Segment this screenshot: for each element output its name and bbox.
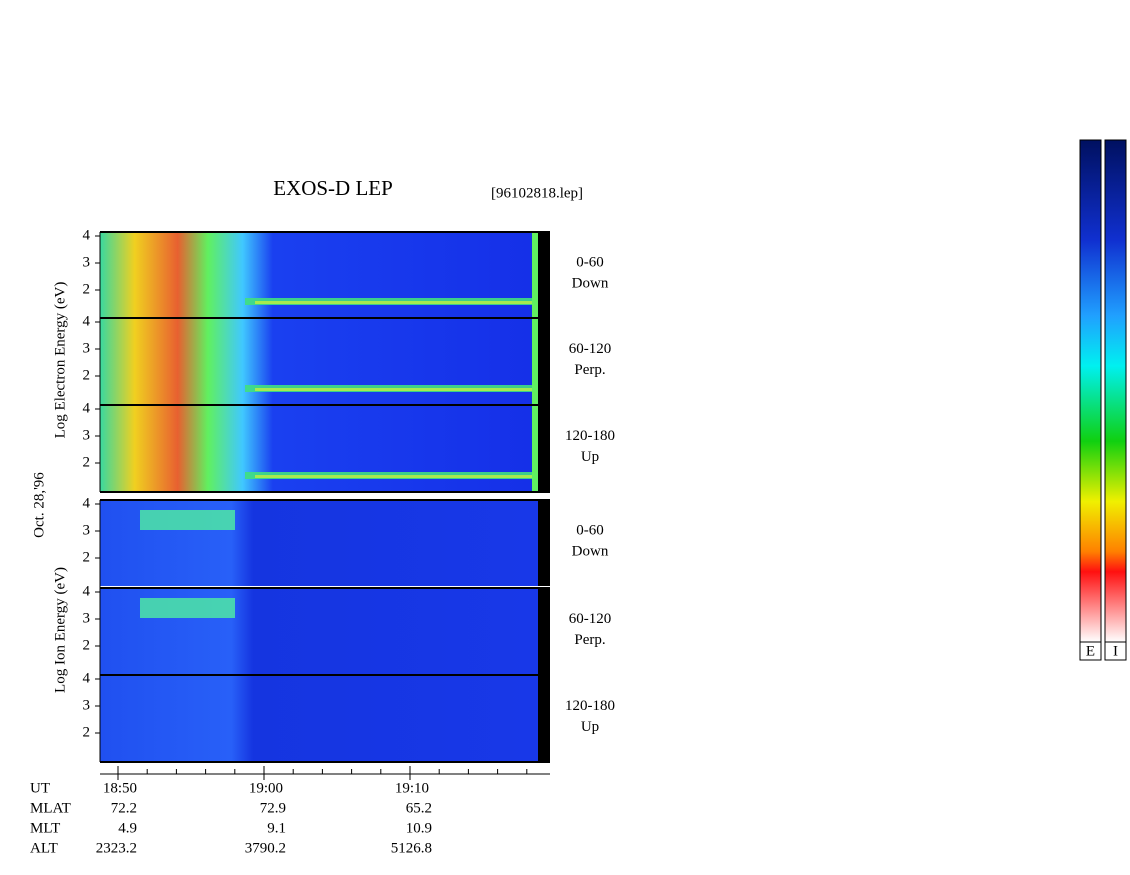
ut-value: 18:50 xyxy=(103,780,137,796)
orbit-value: 72.2 xyxy=(111,800,137,816)
energy-tick-label: 4 xyxy=(83,400,91,416)
orbit-row-label: MLAT xyxy=(30,800,71,816)
no-data xyxy=(538,500,550,586)
orbit-value: 9.1 xyxy=(267,820,286,836)
colorbar xyxy=(1079,139,1102,643)
direction-label: Up xyxy=(581,719,599,735)
range-label: 0-60 xyxy=(576,522,604,538)
orbit-value: 10.9 xyxy=(406,820,432,836)
colorbar-label-box xyxy=(1079,641,1102,661)
spectrum-background xyxy=(100,232,532,318)
spectrum-band-core xyxy=(255,301,532,304)
energy-tick-label: 2 xyxy=(83,367,91,383)
orbit-row-label: MLT xyxy=(30,820,60,836)
direction-label: Down xyxy=(572,543,609,559)
direction-label: Down xyxy=(572,275,609,291)
energy-tick-label: 3 xyxy=(83,427,91,443)
edge-strip xyxy=(532,405,538,492)
energy-tick-label: 4 xyxy=(83,670,91,686)
ion-band xyxy=(140,510,235,530)
no-data xyxy=(538,588,550,675)
title: EXOS-D LEP xyxy=(273,176,393,200)
orbit-value: 65.2 xyxy=(406,800,432,816)
orbit-value: 4.9 xyxy=(118,820,137,836)
energy-tick-label: 2 xyxy=(83,549,91,565)
energy-tick-label: 3 xyxy=(83,697,91,713)
ut-value: 19:00 xyxy=(249,780,283,796)
energy-tick-label: 2 xyxy=(83,454,91,470)
direction-label: Up xyxy=(581,449,599,465)
no-data xyxy=(538,232,550,318)
no-data xyxy=(538,675,550,762)
energy-tick-label: 4 xyxy=(83,227,91,243)
ion-ylabel: Log Ion Energy (eV) xyxy=(52,567,68,693)
energy-tick-label: 3 xyxy=(83,254,91,270)
no-data xyxy=(538,405,550,492)
colorbar-label: E xyxy=(1086,643,1095,659)
range-label: 60-120 xyxy=(569,611,612,627)
energy-tick-label: 4 xyxy=(83,313,91,329)
edge-strip xyxy=(532,318,538,405)
energy-tick-label: 3 xyxy=(83,340,91,356)
energy-tick-label: 3 xyxy=(83,610,91,626)
ion-band xyxy=(140,598,235,618)
orbit-row-label: ALT xyxy=(30,840,58,856)
orbit-value: 72.9 xyxy=(260,800,286,816)
energy-tick-label: 4 xyxy=(83,583,91,599)
colorbar-label-box xyxy=(1104,641,1127,661)
energy-tick-label: 2 xyxy=(83,724,91,740)
ut-value: 19:10 xyxy=(395,780,429,796)
direction-label: Perp. xyxy=(574,632,605,648)
no-data xyxy=(538,318,550,405)
edge-strip xyxy=(532,232,538,318)
file-name: [96102818.lep] xyxy=(491,185,583,201)
date: Oct. 28,'96 xyxy=(31,472,47,538)
energy-tick-label: 2 xyxy=(83,281,91,297)
panels xyxy=(99,231,550,763)
range-label: 120-180 xyxy=(565,698,615,714)
colorbar-label: I xyxy=(1113,643,1118,659)
range-label: 0-60 xyxy=(576,254,604,270)
energy-tick-label: 4 xyxy=(83,495,91,511)
colorbar xyxy=(1104,139,1127,643)
range-label: 120-180 xyxy=(565,428,615,444)
orbit-value: 2323.2 xyxy=(96,840,137,856)
spectrum-band-core xyxy=(255,388,532,391)
direction-label: Perp. xyxy=(574,362,605,378)
ut-label: UT xyxy=(30,780,50,796)
orbit-value: 5126.8 xyxy=(391,840,432,856)
spectrum-band-core xyxy=(255,475,532,478)
energy-tick-label: 2 xyxy=(83,637,91,653)
orbit-value: 3790.2 xyxy=(245,840,286,856)
spectrum-background xyxy=(100,675,538,762)
electron-ylabel: Log Electron Energy (eV) xyxy=(52,282,68,439)
range-label: 60-120 xyxy=(569,341,612,357)
energy-tick-label: 3 xyxy=(83,522,91,538)
